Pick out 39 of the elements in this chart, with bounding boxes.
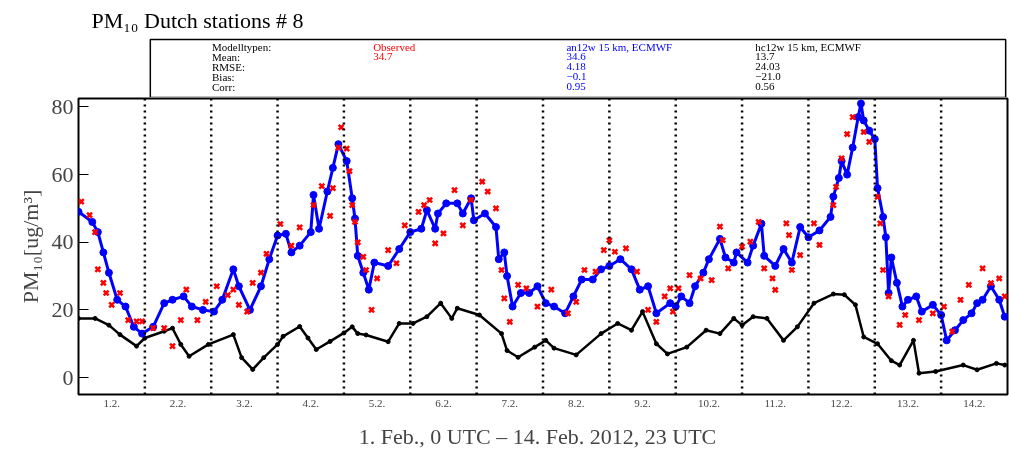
text: Observed [373,40,416,53]
x-tick-label: 1.2. [103,396,121,409]
text: Corr: [212,80,236,93]
x-tick-label: 10.2. [697,396,721,409]
x-tick-label: 5.2. [368,396,386,409]
text: 24.03 [755,60,781,72]
x-tick-label: 6.2. [435,396,452,409]
y-tick-label: 60 [51,161,74,187]
text: 0.95 [566,80,587,92]
text: RMSE: [212,60,246,73]
text: hc12w 15 km, ECMWF [755,40,861,53]
x-tick-label: 9.2. [634,396,652,409]
x-axis-title: 1. Feb., 0 UTC – 14. Feb. 2012, 23 UTC [358,423,717,449]
y-tick-label: 0 [62,364,74,390]
x-tick-label: 3.2. [236,396,253,409]
text: Mean: [212,50,241,63]
x-tick-label: 12.2. [830,396,853,409]
y-tick-label: 80 [51,93,74,119]
x-tick-label: 2.2. [169,396,187,409]
text: −21.0 [755,70,782,82]
x-tick-label: 8.2. [567,396,585,409]
text: 34.6 [566,50,587,62]
text: 13.7 [755,50,775,62]
x-tick-label: 11.2. [764,396,787,409]
x-tick-label: 14.2. [963,396,986,409]
text: 34.7 [373,50,393,62]
text: 0.56 [755,80,775,92]
chart-title: PM₁₀ Dutch stations # 8 [91,8,304,33]
text: an12w 15 km, ECMWF [566,40,673,53]
y-tick-label: 40 [51,229,74,255]
text: Modelltypen: [212,40,272,53]
x-tick-label: 4.2. [302,396,320,409]
x-tick-label: 13.2. [896,396,920,409]
text: Bias: [212,70,235,83]
x-tick-label: 7.2. [501,396,519,409]
y-tick-label: 20 [51,296,74,322]
y-axis-title: PM₁₀[ug/m³] [17,189,43,304]
text: 4.18 [566,60,587,72]
text: −0.1 [566,70,587,82]
